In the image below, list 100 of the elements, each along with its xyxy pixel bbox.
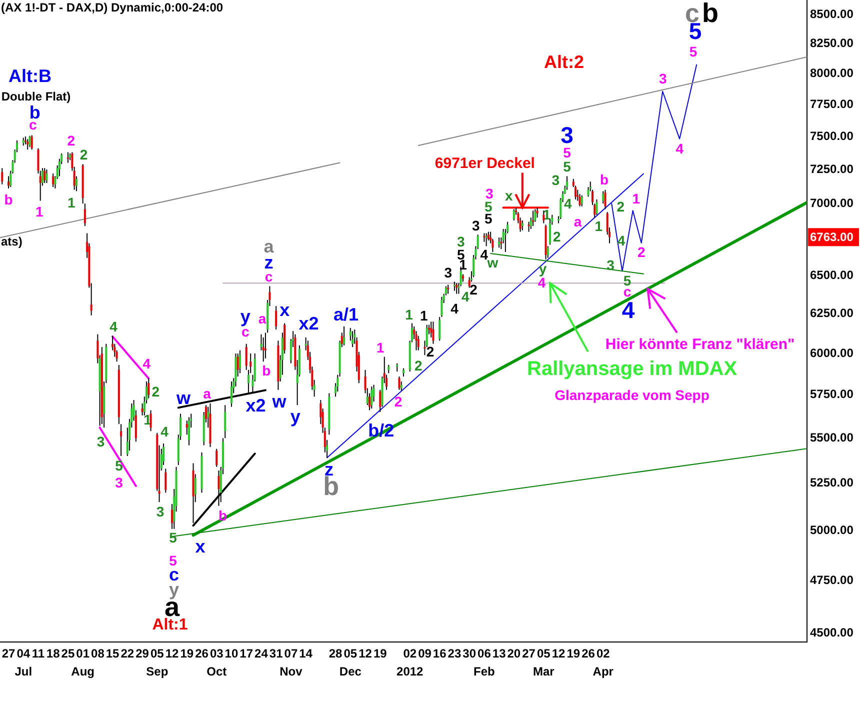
text: 6763.00 [810, 230, 854, 244]
annotation: x [195, 536, 206, 557]
annotation: b [262, 362, 271, 378]
x-tick-label: 27 [522, 646, 536, 660]
annotation: a [574, 214, 582, 230]
annotation: 1 [542, 206, 551, 223]
annotation: 4 [160, 424, 169, 440]
annotation: 3 [606, 256, 615, 273]
x-tick-label: 17 [240, 646, 254, 660]
annotation: b [702, 0, 719, 28]
annotation: 3 [658, 70, 667, 87]
x-tick-label: 10 [224, 646, 238, 660]
x-tick-label: 22 [120, 646, 134, 660]
annotation: 2 [394, 394, 402, 410]
annotation: a [203, 386, 212, 402]
x-tick-label: 27 [2, 646, 16, 660]
y-tick-label: 8500.00 [810, 7, 854, 22]
annotation: 1 [632, 190, 640, 207]
annotation: 4 [564, 195, 572, 212]
annotation: w [176, 388, 192, 408]
annotation: 1 [376, 340, 384, 356]
y-tick-label: 5500.00 [810, 430, 854, 444]
annotation: Alt:1 [152, 616, 188, 634]
annotation: b [4, 191, 13, 208]
x-tick-label: 12 [552, 646, 566, 660]
y-tick-label: 6500.00 [810, 268, 854, 282]
x-tick-label: 12 [165, 646, 180, 660]
annotation: 4 [676, 140, 684, 157]
annotation: 2 [67, 132, 76, 148]
annotation: 1 [420, 308, 428, 324]
x-tick-label: 24 [254, 646, 268, 660]
annotation: Rallyansage im MDAX [526, 358, 738, 380]
annotation: w [271, 392, 288, 412]
annotation: Glanzparade vom Sepp [554, 386, 710, 403]
annotation: y [290, 406, 300, 427]
x-tick-label: 23 [448, 646, 462, 660]
x-tick-label: 04 Jul [14, 646, 32, 678]
annotation: x2 [246, 396, 266, 416]
x-tick-label: 18 [46, 646, 60, 660]
annotation: x2 [298, 314, 319, 334]
annotation: 4 [110, 318, 118, 335]
annotation: a [258, 310, 266, 327]
annotation: 1 [35, 204, 44, 220]
annotation: 4 [480, 246, 488, 263]
y-tick-label: 7000.00 [810, 196, 854, 210]
y-tick-label: 4750.00 [810, 573, 854, 588]
y-tick-label: 7250.00 [810, 162, 854, 176]
annotation: 5 [115, 458, 124, 474]
annotation: 2 [152, 384, 160, 400]
x-tick-label: 12 [358, 646, 372, 660]
annotation: 1 [67, 194, 76, 211]
annotation: 2 [426, 344, 434, 360]
x-tick-label: 09 [418, 646, 432, 660]
chart-title: (AX 1!-DT - DAX,D) Dynamic,0:00-24:00 [1, 0, 224, 14]
x-tick-label: 20 [507, 646, 521, 660]
annotation: 5 [689, 44, 698, 60]
x-tick-label: 26 [582, 646, 596, 660]
y-tick-label: 7500.00 [810, 128, 854, 143]
x-tick-label: 19 [373, 646, 388, 660]
x-tick-label: 11 [32, 646, 45, 660]
annotation: 3 [444, 264, 452, 281]
annotation: a/1 [334, 304, 359, 325]
annotation: 2 [553, 228, 562, 245]
x-tick-label: 15 [106, 646, 120, 660]
annotation: 1 [405, 306, 414, 322]
annotation: 2 [616, 198, 625, 214]
annotation: Hier könnte Franz "klären" [605, 336, 795, 353]
x-tick-label: 31 [269, 646, 284, 660]
y-tick-label: 5750.00 [810, 387, 854, 402]
annotation: 4 [461, 288, 470, 305]
y-tick-label: 6250.00 [810, 306, 854, 320]
annotation: 5 [563, 158, 572, 175]
y-tick-label: 8250.00 [810, 36, 854, 50]
annotation: 4 [617, 232, 626, 248]
annotation: Alt:B [8, 66, 52, 86]
annotation: y [538, 260, 547, 277]
y-tick-label: 4500.00 [810, 626, 854, 640]
x-tick-label: 19 [180, 646, 194, 660]
annotation: Alt:2 [544, 52, 584, 72]
y-tick-label: 5000.00 [810, 523, 854, 538]
annotation: b [600, 172, 609, 188]
annotation: 4 [450, 300, 459, 317]
annotation: ats) [1, 234, 22, 248]
annotation: 2 [470, 282, 478, 298]
annotation: 4 [622, 296, 635, 323]
annotation: 3 [456, 234, 465, 250]
x-tick-label: 29 [136, 646, 150, 660]
annotation: 2 [637, 244, 646, 260]
x-tick-label: 14 [299, 646, 313, 660]
y-tick-label: 5250.00 [810, 476, 854, 490]
x-tick-label: 16 [432, 646, 447, 660]
x-tick-label: 30 [462, 646, 476, 660]
annotation: x [280, 300, 290, 320]
annotation: Double Flat) [1, 89, 71, 104]
annotation: 3 [472, 218, 480, 234]
annotation: 3 [156, 504, 164, 520]
annotation: 4 [142, 356, 151, 372]
y-tick-label: 7750.00 [810, 96, 854, 111]
y-tick-label: 8000.00 [810, 66, 854, 80]
x-tick-label: 19 [566, 646, 580, 660]
